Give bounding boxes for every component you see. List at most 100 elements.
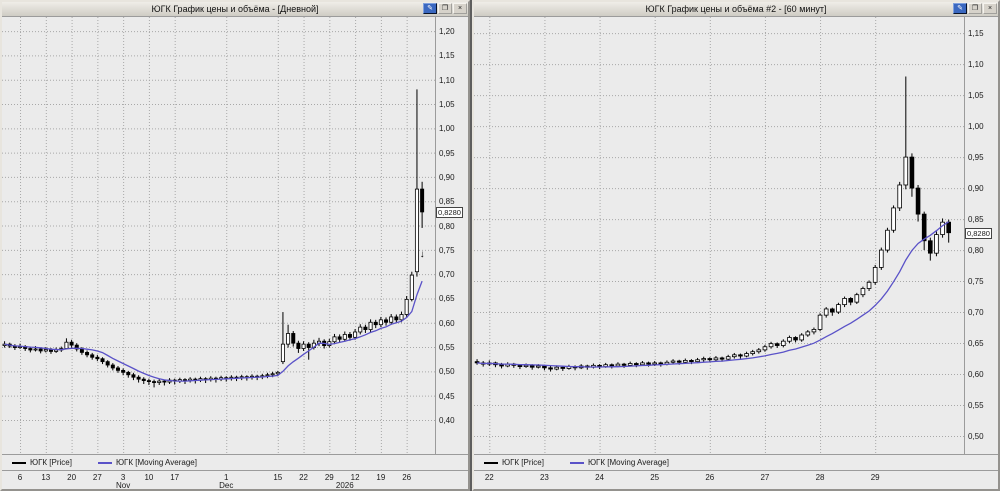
price-chart-plot[interactable] <box>474 17 964 454</box>
x-axis-label: 27 <box>760 473 770 482</box>
x-axis-label: 22 <box>484 473 494 482</box>
y-axis-label: 1,00 <box>968 122 984 132</box>
x-axis-label: 23 <box>539 473 549 482</box>
y-axis-label: 0,60 <box>439 318 455 328</box>
chart-legend: ЮГК [Price] ЮГК [Moving Average] <box>2 454 468 470</box>
chart-window-hourly: ЮГК График цены и объёма #2 - [60 минут]… <box>472 0 1000 491</box>
x-axis-label: 19 <box>376 473 386 482</box>
y-axis-label: 0,55 <box>439 343 455 353</box>
y-axis-label: 0,60 <box>968 370 984 380</box>
price-axis[interactable]: 1,20 1,15 1,10 1,05 1,00 0,95 0,90 0,85 0,80 0,75… <box>435 17 468 454</box>
ma-line-swatch-icon <box>569 461 584 464</box>
y-axis-label: 1,15 <box>439 51 455 61</box>
x-axis-label: 12 <box>350 473 360 482</box>
x-axis-label: 22 <box>299 473 308 482</box>
y-axis-label: 0,45 <box>439 391 455 401</box>
y-axis-label: 0,75 <box>439 245 455 255</box>
x-axis-label: 13 <box>41 473 51 482</box>
y-axis-label: 0,70 <box>968 308 984 318</box>
close-window-button[interactable]: × <box>983 3 997 14</box>
x-axis-group-label: Nov <box>116 481 131 490</box>
current-price-tag: 0,8280 <box>965 227 992 239</box>
y-axis-label: 1,10 <box>439 75 455 85</box>
x-axis-group-label: 2026 <box>335 481 354 490</box>
price-series-label: ЮГК [Price] <box>502 458 544 467</box>
y-axis-label: 0,85 <box>968 215 984 225</box>
legend-item-ma: ЮГК [Moving Average] <box>97 458 197 467</box>
window-titlebar[interactable]: ЮГК График цены и объёма #2 - [60 минут]… <box>474 2 998 17</box>
x-axis-label: 29 <box>324 473 334 482</box>
chart-area: ↓ 1,20 1,15 1,10 1,05 1,00 0,95 0,90 0,85 0,80 0,… <box>2 17 468 454</box>
x-axis-label: 15 <box>273 473 283 482</box>
price-axis[interactable]: 1,15 1,10 1,05 1,00 0,95 0,90 0,85 0,80 0,75 0,70… <box>964 17 998 454</box>
y-axis-label: 0,90 <box>439 172 455 182</box>
time-axis[interactable]: 22 23 24 25 26 27 28 29 <box>474 470 998 489</box>
x-axis-label: 6 <box>17 473 23 482</box>
close-window-button[interactable]: × <box>453 3 467 14</box>
y-axis-label: 1,05 <box>968 91 984 101</box>
x-axis-group-label: Dec <box>219 481 234 490</box>
window-buttons: ✎ ❐ × <box>953 3 997 14</box>
moving-average-line <box>477 221 950 368</box>
y-axis-label: 0,65 <box>439 294 455 304</box>
y-axis-label: 0,50 <box>968 432 984 442</box>
x-axis-label: 26 <box>402 473 412 482</box>
y-axis-label: 0,95 <box>968 153 984 163</box>
y-axis-label: 0,95 <box>439 148 455 158</box>
x-axis-label: 29 <box>870 473 880 482</box>
y-axis-label: 0,80 <box>968 246 984 256</box>
price-line-swatch-icon <box>12 461 26 464</box>
legend-item-price: ЮГК [Price] <box>12 458 72 467</box>
x-axis-label: 3 <box>120 473 126 482</box>
y-axis-label: 0,85 <box>439 197 455 207</box>
x-axis-label: 10 <box>144 473 154 482</box>
chart-window-daily: ЮГК График цены и объёма - [Дневной] ✎ ❐… <box>0 0 470 491</box>
legend-item-ma: ЮГК [Moving Average] <box>569 458 669 467</box>
window-buttons: ✎ ❐ × <box>423 3 467 14</box>
y-axis-label: 0,70 <box>439 270 455 280</box>
moving-average-line <box>4 280 423 382</box>
x-axis-label: 25 <box>650 473 660 482</box>
y-axis-label: 1,20 <box>439 27 455 37</box>
y-axis-label: 0,90 <box>968 184 984 194</box>
candles-layer <box>474 76 951 372</box>
chart-area: 1,15 1,10 1,05 1,00 0,95 0,90 0,85 0,80 0,75 0,70… <box>474 17 998 454</box>
window-title: ЮГК График цены и объёма - [Дневной] <box>151 4 319 14</box>
x-axis-label: 24 <box>595 473 605 482</box>
y-axis-label: 1,00 <box>439 124 455 134</box>
ma-line-swatch-icon <box>97 461 112 464</box>
x-axis-label: 1 <box>223 473 229 482</box>
x-axis-label: 26 <box>705 473 715 482</box>
ma-series-label: ЮГК [Moving Average] <box>587 458 669 467</box>
current-price-tag: 0,8280 <box>436 206 463 218</box>
y-axis-label: 1,15 <box>968 29 984 39</box>
restore-window-button[interactable]: ❐ <box>968 3 982 14</box>
x-axis-label: 17 <box>170 473 180 482</box>
x-axis-label: 27 <box>92 473 102 482</box>
ma-series-label: ЮГК [Moving Average] <box>115 458 197 467</box>
x-axis-label: 28 <box>815 473 825 482</box>
restore-window-button[interactable]: ❐ <box>438 3 452 14</box>
chart-legend: ЮГК [Price] ЮГК [Moving Average] <box>474 454 998 470</box>
y-axis-label: 0,65 <box>968 339 984 349</box>
grid <box>474 17 964 454</box>
edit-chart-button[interactable]: ✎ <box>423 3 437 14</box>
grid <box>2 17 435 454</box>
price-chart-plot[interactable]: ↓ <box>2 17 435 454</box>
y-axis-label: 0,40 <box>439 415 455 425</box>
legend-item-price: ЮГК [Price] <box>484 458 544 467</box>
x-axis-label: 20 <box>67 473 77 482</box>
y-axis-label: 0,80 <box>439 221 455 231</box>
y-axis-label: 0,75 <box>968 277 984 287</box>
window-titlebar[interactable]: ЮГК График цены и объёма - [Дневной] ✎ ❐… <box>2 2 468 17</box>
trade-marker-arrow-icon: ↓ <box>420 249 425 260</box>
price-series-label: ЮГК [Price] <box>30 458 72 467</box>
y-axis-label: 1,10 <box>968 60 984 70</box>
y-axis-label: 0,50 <box>439 367 455 377</box>
y-axis-label: 1,05 <box>439 100 455 109</box>
edit-chart-button[interactable]: ✎ <box>953 3 967 14</box>
window-title: ЮГК График цены и объёма #2 - [60 минут] <box>645 4 827 14</box>
candles-layer <box>2 89 425 388</box>
time-axis[interactable]: 6 13 20 27 3 10 17 1 15 22 29 12 19 26 Nov Dec 2026 <box>2 470 468 490</box>
y-axis-label: 0,55 <box>968 401 984 411</box>
